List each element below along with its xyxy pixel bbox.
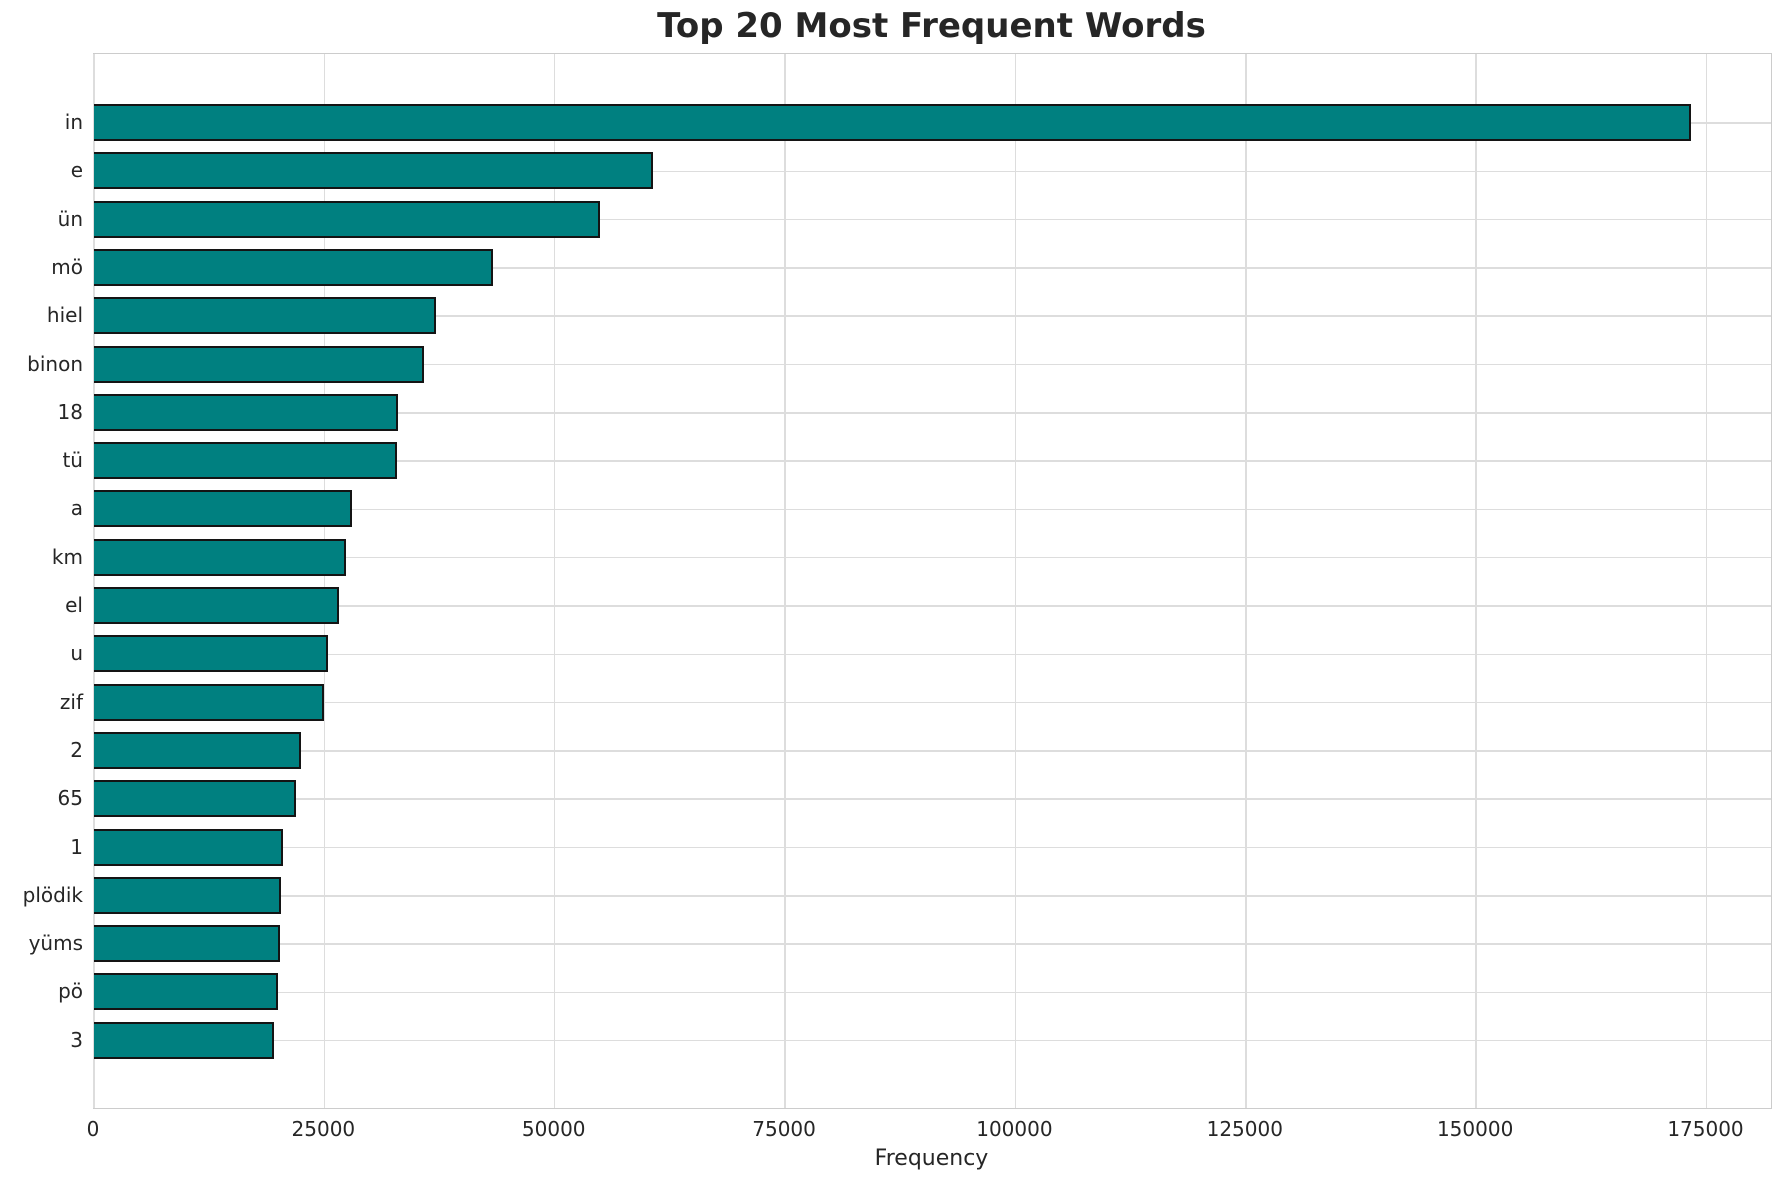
y-gridline bbox=[94, 267, 1771, 269]
y-tick-label: plödik bbox=[22, 882, 83, 907]
bar bbox=[94, 828, 284, 866]
y-tick-label: 1 bbox=[70, 834, 83, 859]
bar bbox=[94, 248, 494, 286]
x-tick-label: 125000 bbox=[1206, 1117, 1283, 1141]
bar bbox=[94, 490, 353, 528]
bar bbox=[94, 683, 324, 721]
y-gridline bbox=[94, 846, 1771, 849]
y-gridline bbox=[94, 750, 1771, 752]
x-tick-label: 175000 bbox=[1667, 1117, 1744, 1141]
y-tick-label: 18 bbox=[57, 399, 83, 424]
x-tick-label: 25000 bbox=[291, 1117, 356, 1141]
y-tick-label: zif bbox=[59, 689, 83, 714]
bar bbox=[94, 393, 399, 431]
y-gridline bbox=[94, 701, 1771, 704]
y-gridline bbox=[94, 218, 1771, 221]
y-tick-label: tü bbox=[62, 448, 83, 473]
x-axis-label: Frequency bbox=[874, 1146, 989, 1171]
x-gridline bbox=[1245, 54, 1247, 1108]
y-gridline bbox=[94, 653, 1771, 656]
y-tick-label: binon bbox=[27, 351, 83, 376]
y-gridline bbox=[94, 943, 1771, 945]
y-gridline bbox=[94, 798, 1771, 800]
y-gridline bbox=[94, 170, 1771, 173]
y-gridline bbox=[94, 605, 1771, 607]
y-tick-label: yüms bbox=[28, 931, 83, 956]
x-tick-label: 150000 bbox=[1436, 1117, 1514, 1141]
bar bbox=[94, 152, 653, 190]
y-gridline bbox=[94, 315, 1771, 317]
y-tick-label: hiel bbox=[46, 303, 83, 328]
y-gridline bbox=[94, 556, 1771, 559]
bar bbox=[94, 925, 281, 963]
y-tick-label: km bbox=[51, 544, 83, 569]
bar bbox=[94, 538, 346, 576]
bar bbox=[94, 635, 329, 673]
y-gridline bbox=[94, 1039, 1771, 1042]
bar bbox=[94, 780, 297, 818]
x-gridline bbox=[93, 54, 95, 1108]
y-gridline bbox=[94, 460, 1771, 462]
y-tick-label: 3 bbox=[70, 1027, 83, 1052]
bar bbox=[94, 1021, 275, 1059]
x-tick-label: 75000 bbox=[752, 1117, 816, 1141]
x-gridline bbox=[553, 54, 556, 1108]
y-tick-label: ün bbox=[57, 206, 83, 231]
bar bbox=[94, 876, 281, 914]
bar bbox=[94, 104, 1692, 141]
x-gridline bbox=[1475, 54, 1477, 1108]
x-gridline bbox=[1014, 54, 1017, 1108]
y-gridline bbox=[94, 412, 1771, 414]
x-tick-label: 0 bbox=[86, 1117, 100, 1141]
chart-title: Top 20 Most Frequent Words bbox=[657, 6, 1206, 46]
y-gridline bbox=[94, 895, 1771, 897]
x-gridline bbox=[323, 54, 326, 1108]
y-tick-label: in bbox=[64, 110, 83, 134]
bar bbox=[94, 345, 425, 383]
bar bbox=[94, 973, 278, 1011]
y-gridline bbox=[94, 363, 1771, 366]
y-gridline bbox=[94, 991, 1771, 994]
x-gridline bbox=[784, 54, 786, 1108]
bar bbox=[94, 200, 601, 238]
y-gridline bbox=[94, 508, 1771, 511]
y-tick-label: u bbox=[70, 641, 83, 666]
y-tick-label: a bbox=[70, 496, 83, 521]
plot-area bbox=[93, 53, 1772, 1109]
bar bbox=[94, 731, 301, 769]
y-tick-label: 2 bbox=[70, 737, 83, 762]
y-tick-label: el bbox=[65, 593, 83, 617]
x-tick-label: 100000 bbox=[976, 1117, 1053, 1141]
x-gridline bbox=[1705, 54, 1708, 1108]
y-tick-label: mö bbox=[51, 254, 83, 279]
bar bbox=[94, 587, 339, 624]
y-tick-label: e bbox=[70, 158, 83, 183]
bar bbox=[94, 297, 437, 335]
x-tick-label: 50000 bbox=[521, 1117, 586, 1141]
y-tick-label: 65 bbox=[57, 786, 83, 811]
bar bbox=[94, 442, 397, 480]
y-tick-label: pö bbox=[58, 979, 83, 1004]
